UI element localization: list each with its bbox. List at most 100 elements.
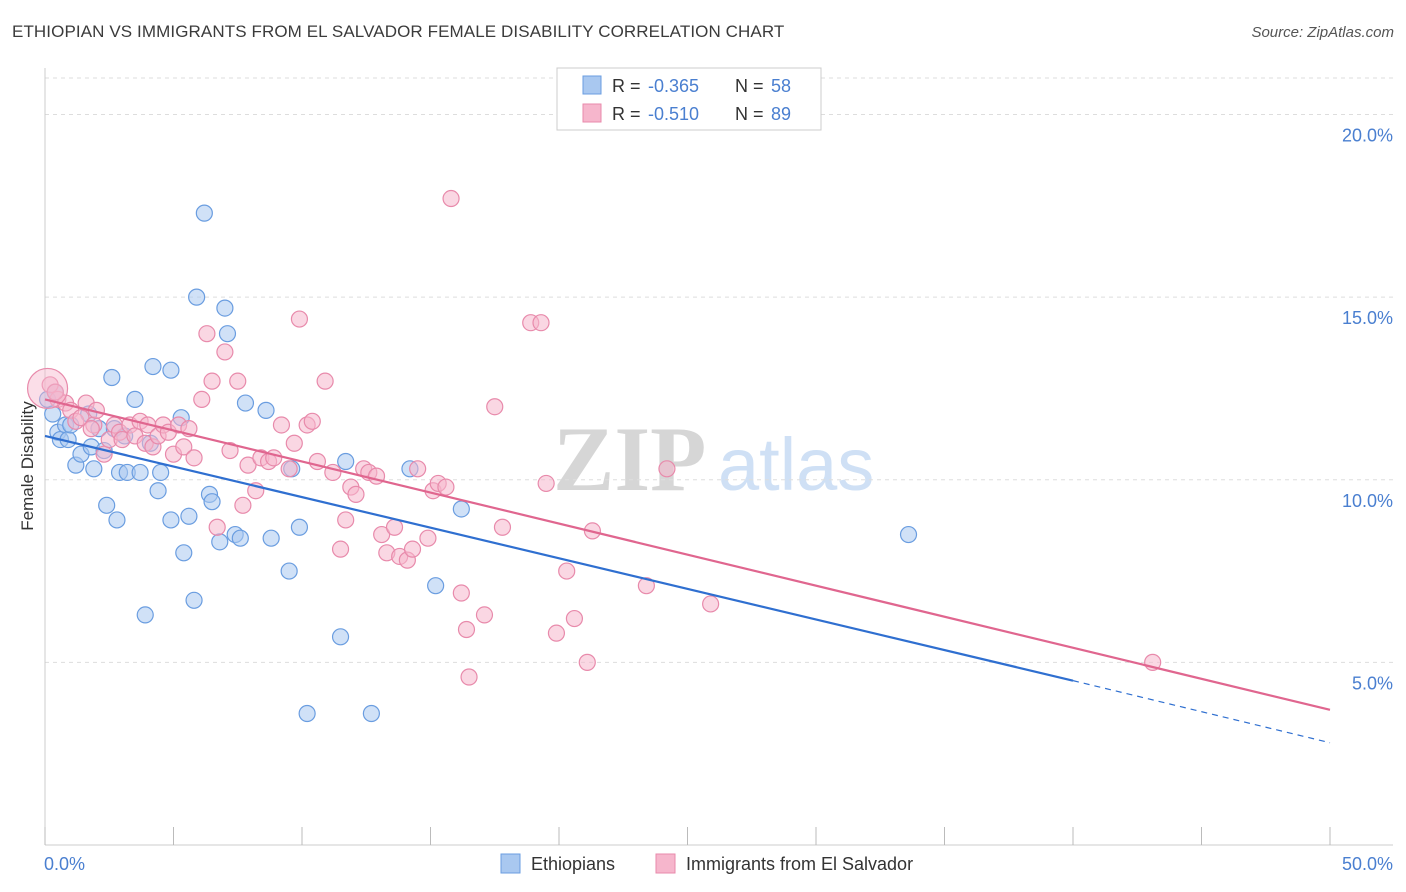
point-el-salvador-68	[442, 189, 460, 208]
y-axis-tick-labels: 5.0% 10.0% 15.0% 20.0%	[1342, 126, 1393, 694]
watermark-zip: ZIP	[553, 408, 706, 510]
point-el-salvador-88	[82, 420, 100, 438]
point-el-salvador-33	[221, 441, 239, 460]
y-tick-label-3: 20.0%	[1342, 126, 1393, 146]
point-ethiopians-35	[188, 288, 206, 306]
stats-swatch-el-salvador	[582, 103, 602, 123]
stats-r-label-2: R =	[612, 104, 641, 124]
y-tick-label-0: 5.0%	[1352, 673, 1393, 693]
point-el-salvador-81	[578, 653, 596, 671]
point-el-salvador-43	[285, 434, 303, 452]
point-ethiopians-15	[98, 496, 116, 514]
point-ethiopians-29	[162, 361, 180, 379]
point-el-salvador-28	[193, 390, 211, 409]
point-el-salvador-78	[547, 624, 566, 642]
x-tick-label-min: 0.0%	[44, 854, 85, 874]
point-el-salvador-27	[185, 449, 203, 467]
point-ethiopians-30	[162, 511, 180, 529]
point-el-salvador-31	[208, 518, 226, 536]
point-el-salvador-53	[347, 485, 365, 503]
point-el-salvador-35	[234, 496, 252, 514]
stats-r-label-1: R =	[612, 76, 641, 96]
point-el-salvador-25	[175, 438, 193, 456]
point-el-salvador-42	[280, 460, 298, 478]
point-ethiopians-38	[203, 493, 221, 511]
point-el-salvador-77	[537, 474, 555, 493]
point-ethiopians-40	[216, 299, 234, 317]
point-ethiopians-39	[211, 533, 229, 551]
point-el-salvador-76	[532, 314, 550, 332]
point-ethiopians-47	[280, 562, 298, 580]
stats-r-value-1: -0.365	[648, 76, 699, 96]
point-ethiopians-22	[126, 390, 144, 409]
stats-n-value-2: 89	[771, 104, 791, 124]
point-ethiopians-34	[185, 591, 203, 609]
source-credit: Source: ZipAtlas.com	[1251, 24, 1394, 41]
point-el-salvador-74	[493, 518, 512, 536]
point-ethiopians-43	[231, 529, 249, 547]
axes	[44, 68, 1393, 846]
y-axis-label: Female Disability	[18, 401, 37, 531]
point-ethiopians-57	[899, 525, 918, 544]
point-ethiopians-41	[218, 325, 237, 343]
point-ethiopians-51	[331, 628, 350, 646]
point-el-salvador-84	[658, 460, 676, 478]
stats-n-label-2: N =	[735, 104, 764, 124]
legend-label-ethiopians: Ethiopians	[531, 854, 615, 874]
point-el-salvador-29	[198, 325, 216, 343]
point-ethiopians-46	[262, 529, 280, 547]
point-ethiopians-52	[337, 452, 355, 471]
point-el-salvador-80	[565, 609, 584, 628]
point-el-salvador-70	[457, 620, 476, 639]
point-el-salvador-46	[303, 412, 321, 430]
stats-r-value-2: -0.510	[648, 104, 699, 124]
trend-lines	[44, 398, 1331, 744]
point-el-salvador-50	[331, 540, 350, 558]
grid-lines	[45, 77, 1393, 663]
point-ethiopians-44	[236, 394, 255, 412]
point-el-salvador-36	[239, 456, 257, 474]
point-ethiopians-56	[452, 500, 470, 518]
point-el-salvador-83	[637, 577, 655, 595]
point-ethiopians-55	[427, 577, 445, 595]
point-ethiopians-12	[85, 460, 103, 478]
point-ethiopians-28	[152, 463, 170, 482]
legend-swatch-el-salvador	[655, 853, 676, 874]
point-el-salvador-62	[403, 540, 422, 558]
point-el-salvador-79	[558, 562, 576, 580]
point-el-salvador-34	[229, 372, 247, 390]
point-el-salvador-85	[702, 595, 720, 613]
x-tick-label-max: 50.0%	[1342, 854, 1393, 874]
point-ethiopians-49	[290, 518, 309, 536]
point-cluster-origin	[26, 367, 69, 410]
point-el-salvador-67	[437, 478, 455, 496]
series-legend: Ethiopians Immigrants from El Salvador	[500, 853, 913, 874]
point-el-salvador-57	[373, 525, 391, 544]
stats-swatch-ethiopians	[582, 75, 602, 95]
point-el-salvador-51	[337, 511, 355, 529]
point-ethiopians-24	[136, 606, 154, 624]
trend-line-ethiopians	[44, 434, 1074, 682]
point-ethiopians-18	[108, 511, 126, 529]
stats-legend: R = -0.365 N = 58 R = -0.510 N = 89	[556, 67, 822, 131]
point-el-salvador-48	[316, 372, 334, 390]
point-ethiopians-53	[362, 704, 380, 723]
point-ethiopians-27	[149, 482, 167, 500]
point-el-salvador-69	[452, 584, 470, 602]
y-tick-label-2: 15.0%	[1342, 308, 1393, 328]
stats-n-label-1: N =	[735, 76, 764, 96]
point-ethiopians-50	[298, 704, 316, 723]
point-el-salvador-41	[272, 416, 291, 434]
point-el-salvador-32	[216, 343, 234, 361]
point-el-salvador-73	[486, 398, 504, 416]
point-ethiopians-26	[144, 357, 162, 376]
x-axis-ticks	[44, 827, 1331, 845]
y-tick-label-1: 10.0%	[1342, 491, 1393, 511]
point-el-salvador-44	[290, 310, 309, 328]
trend-line-el-salvador	[44, 398, 1331, 711]
stats-n-value-1: 58	[771, 76, 791, 96]
point-ethiopians-32	[175, 544, 193, 562]
point-el-salvador-63	[409, 460, 427, 478]
legend-swatch-ethiopians	[500, 853, 521, 874]
